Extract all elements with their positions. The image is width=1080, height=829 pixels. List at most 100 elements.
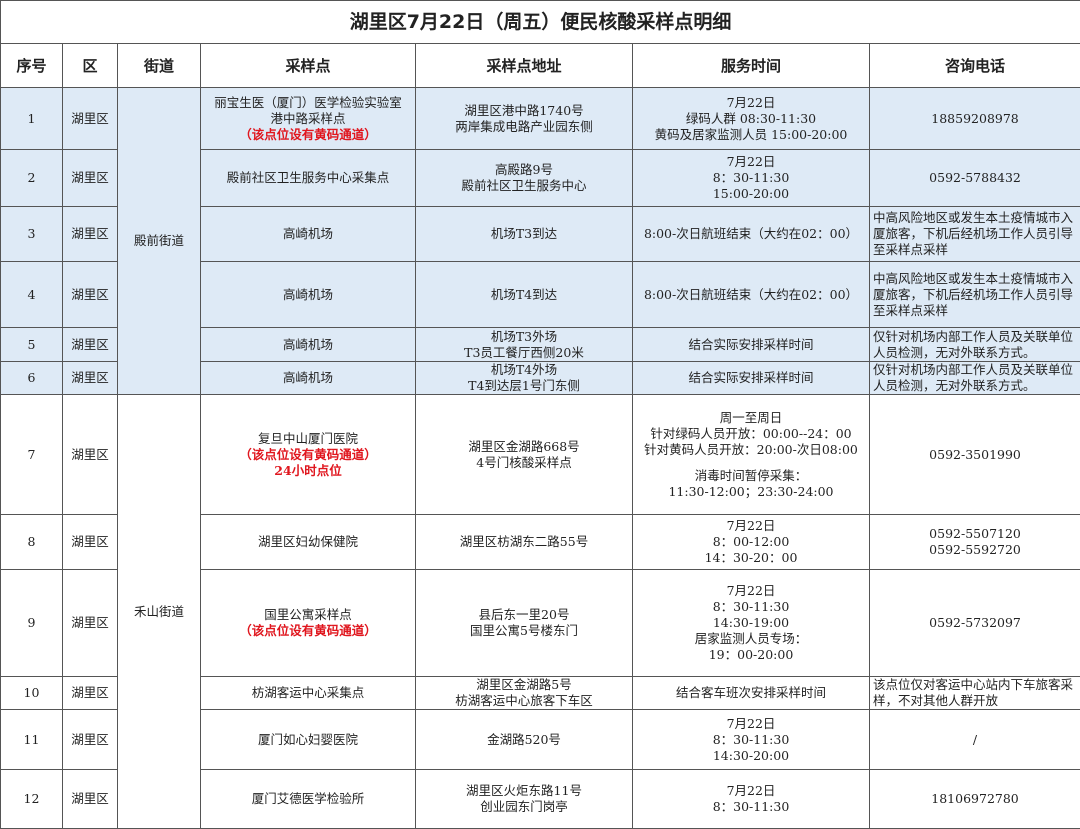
text-line: 枋湖客运中心旅客下车区 bbox=[455, 693, 593, 708]
street: 殿前街道 bbox=[117, 87, 201, 395]
text-line: 机场T4外场 bbox=[490, 362, 558, 378]
site-cell: 高崎机场 bbox=[200, 361, 416, 395]
text-line: 0592-5732097 bbox=[929, 615, 1021, 630]
header-row: 序号区街道 采样点 采样点地址 服务时间 咨询电话 bbox=[0, 43, 1080, 88]
address-cell: 机场T3外场 T3员工餐厅西侧20米 bbox=[415, 327, 633, 362]
table-row: 8 湖里区 湖里区妇幼保健院 湖里区枋湖东二路55号 7月22日 8：00-12:00 14… bbox=[0, 514, 1080, 570]
district: 湖里区 bbox=[62, 514, 118, 570]
header-cell: 采样点地址 bbox=[415, 43, 633, 88]
phone-cell: 18859208978 bbox=[868, 87, 1080, 150]
text-line: 7月22日 bbox=[726, 783, 776, 798]
text-line: 0592-3501990 bbox=[929, 446, 1021, 462]
district: 湖里区 bbox=[62, 149, 118, 207]
text-line: 高崎机场 bbox=[282, 370, 333, 385]
highlight-note: 24小时点位 bbox=[274, 462, 342, 478]
text-line: 两岸集成电路产业园东侧 bbox=[455, 118, 593, 134]
site-cell: 湖里区妇幼保健院 bbox=[200, 514, 416, 570]
text-line: 7月22日 bbox=[726, 154, 776, 169]
text-line: 殿前社区卫生服务中心采集点 bbox=[226, 170, 390, 185]
text-line: 15:00-20:00 bbox=[712, 186, 790, 201]
text-line: 11:30-12:00；23:30-24:00 bbox=[668, 483, 834, 499]
site-cell: 殿前社区卫生服务中心采集点 bbox=[200, 149, 416, 207]
text-line: 18859208978 bbox=[931, 110, 1019, 126]
text-line: T4到达层1号门东侧 bbox=[468, 378, 580, 393]
highlight-note: （该点位设有黄码通道） bbox=[239, 623, 377, 638]
text-line: 0592-5788432 bbox=[929, 170, 1021, 185]
text-line: 湖里区金湖路668号 bbox=[468, 438, 580, 454]
text-line: 中高风险地区或发生本土疫情城市入厦旅客，下机后经机场工作人员引导至采样点采样 bbox=[873, 210, 1074, 257]
table-row: 5 湖里区 高崎机场 机场T3外场 T3员工餐厅西侧20米 结合实际安排采样时间 仅针对机场… bbox=[0, 327, 1080, 362]
phone-cell: 仅针对机场内部工作人员及关联单位人员检测，无对外联系方式。 bbox=[868, 327, 1080, 362]
text-line: 湖里区枋湖东二路55号 bbox=[459, 534, 589, 549]
site-cell: 高崎机场 bbox=[200, 261, 416, 328]
site-cell: 厦门如心妇婴医院 bbox=[200, 709, 416, 770]
phone-cell: 中高风险地区或发生本土疫情城市入厦旅客，下机后经机场工作人员引导至采样点采样 bbox=[868, 206, 1080, 262]
text-line: 19：00-20:00 bbox=[708, 647, 794, 662]
time-cell: 8:00-次日航班结束（大约在02：00） bbox=[632, 261, 870, 328]
time-cell: 结合实际安排采样时间 bbox=[632, 361, 870, 395]
title-row: 湖里区7月22日（周五）便民核酸采样点明细 bbox=[0, 0, 1080, 44]
district: 湖里区 bbox=[62, 327, 118, 362]
table-row: 12 湖里区 厦门艾德医学检验所 湖里区火炬东路11号 创业园东门岗亭 7月22日 8：30… bbox=[0, 769, 1080, 829]
text-line: 湖里区火炬东路11号 bbox=[466, 783, 582, 798]
text-line: 结合实际安排采样时间 bbox=[688, 336, 814, 352]
text-line: / bbox=[972, 731, 978, 747]
text-line: 复旦中山厦门医院 bbox=[257, 430, 358, 446]
row-number: 1 bbox=[0, 87, 63, 150]
text-line: 绿码人群 08:30-11:30 bbox=[685, 110, 817, 126]
time-cell: 7月22日 8：00-12:00 14：30-20：00 bbox=[632, 514, 870, 570]
text-line: 港中路采样点 bbox=[270, 110, 346, 126]
time-cell: 7月22日 绿码人群 08:30-11:30 黄码及居家监测人员 15:00-20:… bbox=[632, 87, 870, 150]
address-cell: 湖里区火炬东路11号 创业园东门岗亭 bbox=[415, 769, 633, 829]
text-line: 14:30-19:00 bbox=[712, 615, 790, 630]
text-line: 机场T3到达 bbox=[490, 226, 558, 241]
time-cell: 8:00-次日航班结束（大约在02：00） bbox=[632, 206, 870, 262]
text-line: 8：30-11:30 bbox=[712, 599, 790, 614]
text-line: 8：30-11:30 bbox=[712, 170, 790, 185]
district: 湖里区 bbox=[62, 569, 118, 677]
text-line: 高崎机场 bbox=[282, 286, 333, 302]
text-line: 黄码及居家监测人员 15:00-20:00 bbox=[654, 126, 848, 142]
text-line: 丽宝生医（厦门）医学检验实验室 bbox=[214, 94, 402, 110]
row-number: 10 bbox=[0, 676, 63, 710]
table-row: 11 湖里区 厦门如心妇婴医院 金湖路520号 7月22日 8：30-11:30 14:30… bbox=[0, 709, 1080, 770]
text-line: 国里公寓5号楼东门 bbox=[470, 623, 578, 638]
text-line: 高崎机场 bbox=[282, 226, 333, 241]
site-cell: 国里公寓采样点 （该点位设有黄码通道） bbox=[200, 569, 416, 677]
text-line: 8：00-12:00 bbox=[712, 534, 790, 549]
row-number: 2 bbox=[0, 149, 63, 207]
address-cell: 县后东一里20号 国里公寓5号楼东门 bbox=[415, 569, 633, 677]
text-line: 湖里区金湖路5号 bbox=[476, 677, 572, 693]
text-line: 机场T3外场 bbox=[490, 328, 558, 344]
table-row: 7 湖里区 禾山街道 复旦中山厦门医院 （该点位设有黄码通道） 24小时点位 湖里区金湖路6… bbox=[0, 394, 1080, 829]
site-cell: 高崎机场 bbox=[200, 206, 416, 262]
phone-cell: 0592-5507120 0592-5592720 bbox=[868, 514, 1080, 570]
phone-cell: 中高风险地区或发生本土疫情城市入厦旅客，下机后经机场工作人员引导至采样点采样 bbox=[868, 261, 1080, 328]
text-line: 中高风险地区或发生本土疫情城市入厦旅客，下机后经机场工作人员引导至采样点采样 bbox=[873, 270, 1074, 318]
street: 禾山街道 bbox=[117, 394, 201, 829]
district: 湖里区 bbox=[62, 261, 118, 328]
address-cell: 机场T3到达 bbox=[415, 206, 633, 262]
highlight-note: （该点位设有黄码通道） bbox=[239, 126, 377, 142]
address-cell: 金湖路520号 bbox=[415, 709, 633, 770]
site-cell: 复旦中山厦门医院 （该点位设有黄码通道） 24小时点位 bbox=[200, 394, 416, 515]
address-cell: 湖里区枋湖东二路55号 bbox=[415, 514, 633, 570]
district: 湖里区 bbox=[62, 361, 118, 395]
row-number: 11 bbox=[0, 709, 63, 770]
text-line: 殿前社区卫生服务中心 bbox=[461, 178, 587, 193]
text-line: 8:00-次日航班结束（大约在02：00） bbox=[643, 226, 859, 241]
text-line: 消毒时间暂停采集： bbox=[694, 467, 808, 483]
address-cell: 湖里区金湖路5号 枋湖客运中心旅客下车区 bbox=[415, 676, 633, 710]
text-line: 8:00-次日航班结束（大约在02：00） bbox=[643, 286, 859, 302]
text-line: 创业园东门岗亭 bbox=[480, 799, 568, 814]
site-cell: 高崎机场 bbox=[200, 327, 416, 362]
district: 湖里区 bbox=[62, 709, 118, 770]
text-line: 8：30-11:30 bbox=[712, 731, 790, 747]
text-line: 8：30-11:30 bbox=[712, 799, 790, 814]
phone-cell: 仅针对机场内部工作人员及关联单位人员检测，无对外联系方式。 bbox=[868, 361, 1080, 395]
text-line: 湖里区港中路1740号 bbox=[464, 102, 584, 118]
phone-cell: / bbox=[868, 709, 1080, 770]
